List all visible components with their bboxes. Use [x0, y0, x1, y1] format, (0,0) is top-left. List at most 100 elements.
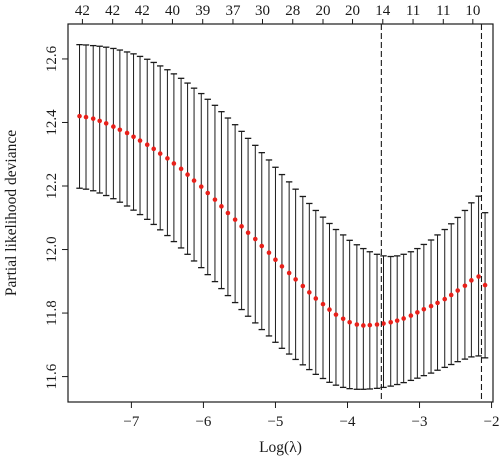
x-tick-label: −6 [195, 414, 211, 430]
data-point [361, 323, 366, 328]
data-point [165, 156, 170, 161]
data-point [476, 274, 481, 279]
x-tick-label: −3 [412, 414, 428, 430]
data-point [415, 310, 420, 315]
error-bar [265, 159, 273, 337]
data-point [205, 190, 211, 196]
data-point [374, 322, 380, 327]
error-bar [353, 244, 361, 390]
data-point [83, 114, 89, 120]
error-bar [252, 144, 259, 324]
error-bar [130, 53, 137, 211]
data-point [320, 301, 326, 307]
data-point [448, 292, 454, 298]
error-bar [299, 195, 307, 366]
top-tick-label: 37 [225, 3, 241, 19]
plot-frame [67, 23, 494, 403]
error-bar [319, 216, 327, 380]
y-tick-label: 12.0 [44, 236, 60, 262]
data-point [144, 142, 150, 148]
data-point [273, 257, 278, 262]
error-bar [312, 209, 319, 376]
data-point [259, 243, 265, 249]
data-point [157, 151, 163, 156]
top-tick-label: 20 [345, 3, 360, 19]
error-bar [164, 69, 171, 237]
data-point [124, 130, 130, 136]
error-bar [272, 166, 279, 343]
reference-lines [380, 24, 483, 402]
error-bar [190, 87, 198, 262]
error-bar [373, 253, 381, 389]
error-bars [76, 43, 489, 390]
error-bar [224, 117, 232, 297]
data-point [340, 316, 346, 322]
error-bar [339, 234, 347, 389]
data-point [191, 178, 197, 183]
x-tick-label: −4 [340, 414, 356, 430]
data-point [103, 121, 109, 126]
error-bar [218, 111, 225, 290]
y-axis-title: Partial likelihood deviance [3, 130, 20, 296]
error-bar [136, 55, 144, 216]
error-bar [211, 104, 219, 283]
data-point [266, 250, 272, 256]
data-point [408, 313, 414, 318]
error-bar [278, 173, 286, 349]
data-point [245, 230, 251, 235]
top-tick-label: 40 [165, 3, 180, 19]
top-axis-ticks: 42 42 42 40 39 37 30 28 20 20 14 11 11 10 [75, 3, 480, 24]
error-bar [292, 188, 299, 361]
data-point [333, 312, 339, 317]
top-tick-label: 39 [195, 3, 210, 19]
error-bar [231, 124, 239, 304]
error-bar [116, 49, 124, 203]
error-bar [198, 92, 205, 269]
y-tick-label: 12.2 [44, 173, 60, 199]
data-point [313, 296, 319, 301]
data-point [421, 306, 427, 312]
data-point [347, 319, 352, 325]
top-tick-label: 11 [436, 3, 450, 19]
data-point [90, 116, 96, 121]
data-point [435, 300, 440, 306]
data-point [327, 307, 332, 312]
data-point [171, 161, 177, 166]
data-point [428, 303, 434, 309]
error-bar [366, 251, 374, 390]
data-point [137, 138, 143, 143]
error-bar [332, 228, 340, 386]
top-tick-label: 20 [316, 3, 331, 19]
error-bar [177, 77, 185, 249]
top-tick-label: 14 [375, 3, 391, 19]
y-tick-label: 12.6 [44, 45, 60, 72]
data-point [225, 210, 231, 216]
data-point [252, 236, 258, 242]
data-point [131, 134, 136, 140]
x-tick-label: −7 [123, 414, 139, 430]
data-point [239, 224, 244, 229]
error-bar [123, 51, 131, 207]
error-bar [150, 61, 157, 226]
top-tick-label: 11 [406, 3, 420, 19]
y-tick-label: 11.8 [44, 300, 60, 326]
data-point [117, 127, 123, 133]
error-bar [238, 130, 245, 311]
top-tick-label: 28 [285, 3, 300, 19]
error-bar [170, 73, 178, 243]
data-point [293, 277, 298, 282]
data-point [232, 217, 238, 222]
data-points [77, 113, 488, 328]
y-tick-label: 11.6 [44, 363, 60, 389]
data-point [111, 124, 116, 129]
x-axis-title: Log(λ) [259, 439, 302, 456]
data-point [482, 282, 488, 288]
error-bar [326, 222, 333, 383]
data-point [381, 321, 386, 326]
top-tick-label: 10 [465, 3, 480, 19]
data-point [97, 118, 102, 124]
data-point [401, 316, 406, 321]
data-point [394, 318, 400, 323]
